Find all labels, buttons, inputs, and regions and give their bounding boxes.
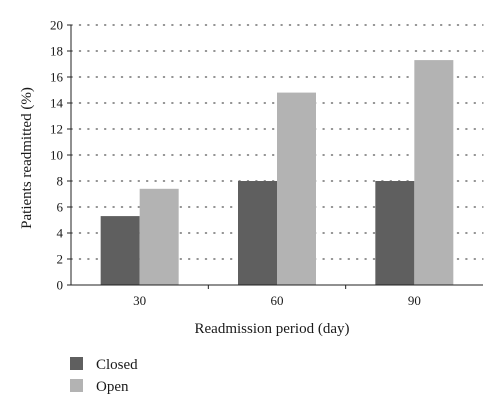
y-tick-labels: 0 2 4 6 8 10 12 14 16 18 20	[50, 18, 64, 293]
bar-closed-60	[238, 181, 277, 285]
legend-label-closed: Closed	[96, 357, 138, 373]
y-tick-label: 0	[57, 278, 64, 293]
axes	[67, 24, 483, 289]
y-tick-label: 6	[57, 200, 64, 215]
x-tick-labels: 30 60 90	[133, 293, 421, 308]
y-tick-label: 18	[50, 44, 63, 59]
legend-swatch-open	[70, 379, 83, 392]
legend: Closed Open	[70, 357, 138, 395]
bar-open-90	[414, 60, 454, 285]
x-tick-label: 60	[271, 293, 284, 308]
bars	[100, 60, 454, 285]
bar-closed-30	[100, 216, 140, 285]
bar-closed-90	[375, 181, 415, 285]
y-tick-label: 2	[57, 252, 64, 267]
y-tick-label: 12	[50, 122, 63, 137]
bar-open-60	[277, 92, 316, 285]
x-tick-label: 90	[408, 293, 421, 308]
y-tick-label: 16	[50, 70, 64, 85]
y-tick-label: 4	[57, 226, 64, 241]
x-tick-label: 30	[133, 293, 146, 308]
legend-label-open: Open	[96, 379, 129, 395]
x-axis-title: Readmission period (day)	[195, 321, 350, 337]
legend-swatch-closed	[70, 357, 83, 370]
bar-open-30	[139, 188, 179, 285]
y-axis-title: Patients readmitted (%)	[19, 87, 35, 229]
y-tick-label: 8	[57, 174, 64, 189]
y-tick-label: 20	[50, 18, 63, 33]
y-tick-label: 14	[50, 96, 64, 111]
y-tick-label: 10	[50, 148, 63, 163]
